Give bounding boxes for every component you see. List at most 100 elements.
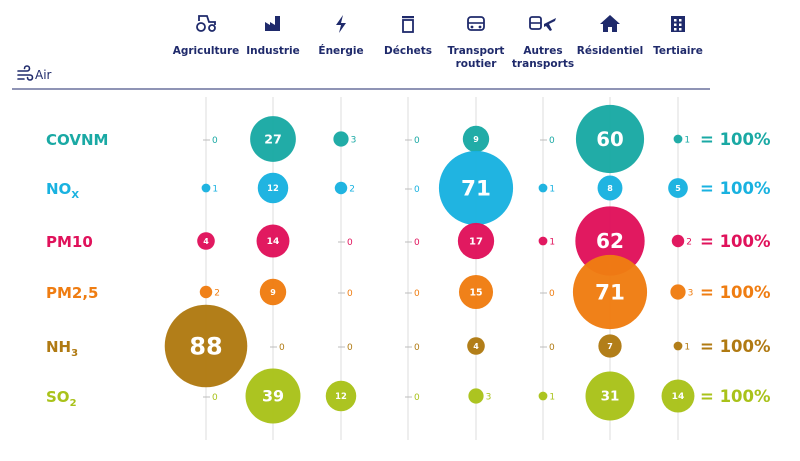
pollutant-subscript: X xyxy=(71,190,79,201)
sector-label-line: Tertiaire xyxy=(653,45,703,57)
row-total: = 100% xyxy=(700,232,771,251)
data-label: 0 xyxy=(414,238,420,248)
data-label: 4 xyxy=(203,237,209,246)
sector-label-line: Énergie xyxy=(318,44,363,57)
data-label: 0 xyxy=(414,393,420,403)
sector-label: Autres transports xyxy=(512,45,574,70)
data-label: 15 xyxy=(469,287,482,298)
train-plane-icon xyxy=(529,16,556,31)
bubble xyxy=(333,131,349,147)
data-label: 60 xyxy=(596,128,624,151)
bubble xyxy=(164,304,248,388)
data-label: 3 xyxy=(351,136,357,146)
building-icon xyxy=(671,16,685,32)
bubble xyxy=(671,234,685,248)
bubble xyxy=(572,254,648,330)
data-label: 2 xyxy=(686,238,692,248)
row-total: = 100% xyxy=(700,130,771,149)
sector-label-line: Déchets xyxy=(384,45,432,57)
bubble xyxy=(673,341,683,351)
pollutant-label: NOX xyxy=(46,180,79,201)
bubble xyxy=(325,380,357,412)
data-label: 3 xyxy=(486,393,492,403)
data-label: 1 xyxy=(684,343,690,353)
bubble xyxy=(585,371,635,421)
bubble xyxy=(245,368,301,424)
data-label: 0 xyxy=(347,343,353,353)
pollutant-label: COVNM xyxy=(46,131,108,149)
data-label: 71 xyxy=(461,177,491,202)
pollutant-label: PM2,5 xyxy=(46,284,99,302)
data-label: 0 xyxy=(212,136,218,146)
data-label: 4 xyxy=(473,342,479,351)
bubble xyxy=(438,150,514,226)
bubble xyxy=(259,278,287,306)
data-label: 14 xyxy=(672,392,685,402)
data-label: 0 xyxy=(414,185,420,195)
bubble xyxy=(668,178,688,198)
sector-label: Résidentiel xyxy=(577,45,644,57)
row-total: = 100% xyxy=(700,283,771,302)
row-total: = 100% xyxy=(700,337,771,356)
bubble xyxy=(467,337,485,355)
row-total: = 100% xyxy=(700,387,771,406)
bubble xyxy=(538,236,548,246)
house-icon xyxy=(600,15,620,32)
data-label: 1 xyxy=(212,185,218,195)
data-label: 0 xyxy=(549,136,555,146)
lightning-icon xyxy=(336,15,346,33)
data-label: 0 xyxy=(414,343,420,353)
sector-label-line: Industrie xyxy=(246,45,300,57)
data-label: 27 xyxy=(264,131,282,146)
air-header: Air xyxy=(12,65,710,90)
pollutant-subscript: 2 xyxy=(70,398,77,409)
sector-label: Tertiaire xyxy=(653,45,703,57)
data-label: 9 xyxy=(270,288,276,297)
bubble xyxy=(457,222,495,260)
data-label: 0 xyxy=(347,289,353,299)
pollutant-main: NO xyxy=(46,180,71,198)
data-label: 1 xyxy=(549,185,555,195)
data-label: 2 xyxy=(214,289,220,299)
data-label: 14 xyxy=(267,237,280,247)
pollutant-label: NH3 xyxy=(46,338,78,359)
data-label: 12 xyxy=(267,183,279,193)
pollutant-main: NH xyxy=(46,338,71,356)
pollutant-label: SO2 xyxy=(46,388,77,409)
sector-label-line: Transport xyxy=(448,45,505,57)
pollutant-row: PM2,5 2 9 0 0 15 0 71 3 = 100% xyxy=(46,254,771,330)
bubble xyxy=(538,391,548,401)
data-label: 3 xyxy=(688,289,694,299)
bubble xyxy=(250,116,296,162)
data-label: 0 xyxy=(414,136,420,146)
data-label: 31 xyxy=(601,389,620,405)
data-label: 8 xyxy=(607,184,613,193)
data-label: 7 xyxy=(607,342,613,351)
data-label: 0 xyxy=(212,393,218,403)
sector-label-line: Résidentiel xyxy=(577,45,644,57)
sector-label: Énergie xyxy=(318,44,363,57)
sector-label-line: Agriculture xyxy=(173,45,240,57)
bubble xyxy=(201,183,211,193)
trash-icon xyxy=(402,16,414,33)
data-label: 0 xyxy=(347,238,353,248)
data-label: 17 xyxy=(469,236,483,247)
data-label: 1 xyxy=(549,393,555,403)
pollutant-row: COVNM 0 27 3 0 9 0 60 1 = 100% xyxy=(46,104,771,174)
pollutant-main: SO xyxy=(46,388,70,406)
sector-label: Déchets xyxy=(384,45,432,57)
bubble xyxy=(334,181,348,195)
pollutant-row: NOX 1 12 2 0 71 1 8 5 = 100% xyxy=(46,150,771,226)
bubble xyxy=(575,104,645,174)
bubble xyxy=(197,232,215,250)
sector-label: Industrie xyxy=(246,45,300,57)
pollutant-main: COVNM xyxy=(46,131,108,149)
pollutant-main: PM10 xyxy=(46,233,93,251)
bubble xyxy=(256,224,290,258)
wind-icon xyxy=(17,65,34,81)
pollutant-main: PM2,5 xyxy=(46,284,99,302)
data-label: 39 xyxy=(262,387,284,406)
tractor-icon xyxy=(196,15,216,32)
data-label: 62 xyxy=(596,229,624,253)
